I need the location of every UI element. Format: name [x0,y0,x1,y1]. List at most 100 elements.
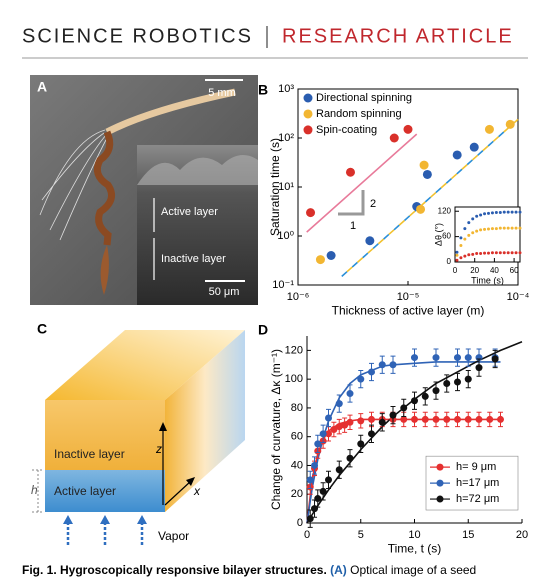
legend-marker [303,109,313,119]
data-point [463,254,467,258]
data-point [357,375,365,383]
charts: 10⁻⁶ 10⁻⁵ 10⁻⁴ 10⁻¹ 10⁰ 10¹ 10² 10³ Thickness of… [268,83,529,556]
data-point [459,256,463,260]
box-side [165,330,245,512]
data-point [490,211,494,215]
data-point [483,227,487,231]
data-point [454,378,461,386]
data-point [403,124,413,134]
data-point [378,418,386,426]
data-point [389,361,397,369]
data-point [498,226,502,230]
legend-marker [303,93,313,103]
x-axis-label: Time, t (s) [388,542,442,556]
box-top [45,330,245,400]
seed-body [100,245,109,295]
x-axis-label: Time (s) [471,276,504,286]
data-point [497,415,504,423]
data-point [311,505,319,513]
data-point [455,253,459,257]
data-point [411,354,418,362]
data-point [502,226,506,230]
data-point [475,229,479,233]
x-tick-label: 60 [510,266,519,275]
y-tick-label: 60 [291,431,303,443]
y-tick-label: 0 [297,517,303,529]
data-point [483,251,487,255]
z-arrowhead [159,422,167,431]
inactive-face [45,400,165,470]
data-point [432,415,440,423]
y-tick-label: 80 [291,402,303,414]
panel-label: A [37,79,47,95]
data-point [452,150,462,160]
data-point [400,404,408,412]
data-point [455,250,459,254]
x-axis-label: x [193,484,201,498]
x-tick-label: 10⁻⁵ [397,291,420,303]
data-point [490,251,494,255]
x-axis [164,480,192,506]
fit-line [341,118,519,277]
legend-label: h= 9 μm [456,461,496,473]
slope-triangle [338,190,365,216]
fit-line [341,118,519,277]
data-point [459,244,463,247]
data-point [494,251,498,255]
panel-c: C Inactive layer Active layer z x h Vapo… [31,321,245,545]
x-tick-label: 40 [490,266,499,275]
data-point [411,397,418,405]
data-point [389,411,397,419]
data-point [346,418,354,426]
y-axis-label: Change of curvature, Δκ (m⁻¹) [269,349,283,510]
legend-marker [436,463,444,471]
data-point [514,226,518,230]
legend-label: h=72 μm [456,493,499,505]
x-tick-label: 0 [453,266,458,275]
caption: Fig. 1. Hygroscopically responsive bilay… [22,563,476,577]
x-tick-label: 10⁻⁴ [507,291,530,303]
caption-panel-ref: (A) [330,563,347,577]
legend-marker [436,479,444,487]
data-point [463,237,467,241]
data-point [471,252,475,256]
y-tick-label: 120 [438,206,452,215]
sem-ridges [137,155,258,185]
inactive-layer-label: Inactive layer [161,253,226,265]
data-point [345,167,355,177]
data-point [514,210,518,214]
data-point [471,217,475,221]
slope-rise: 2 [370,198,376,210]
inset-scale-label: 50 μm [209,286,240,298]
data-point [502,210,506,214]
data-point [335,400,343,408]
data-point [443,379,451,387]
y-tick-label: 0 [447,257,452,266]
data-point [510,226,514,230]
data-point [432,354,440,362]
data-point [330,426,338,433]
data-point [389,133,399,143]
x-tick-label: 10 [408,529,420,541]
data-point [483,212,487,216]
data-point [486,211,490,215]
x-tick-label: 15 [462,529,474,541]
data-point [335,466,343,474]
inactive-layer-label: Inactive layer [54,447,125,461]
data-point [325,414,332,422]
data-point [502,251,506,255]
data-point [319,487,327,495]
data-point [326,250,336,260]
data-point [315,255,325,265]
section-name: RESEARCH ARTICLE [282,25,514,47]
x-tick-label: 5 [358,529,364,541]
data-point [505,119,515,129]
data-point [479,228,483,232]
data-point [518,251,522,255]
data-point [510,210,514,214]
data-point [464,354,472,362]
data-point [319,430,327,438]
data-point [463,227,467,231]
